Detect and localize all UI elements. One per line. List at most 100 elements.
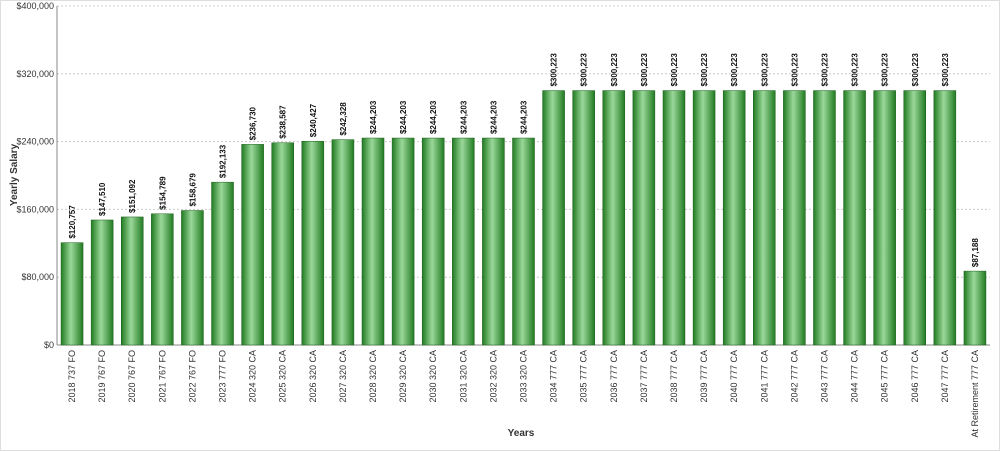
x-tick-label: 2037 777 CA bbox=[639, 350, 649, 403]
x-tick-label: 2022 767 FO bbox=[187, 350, 197, 403]
value-label: $300,223 bbox=[760, 53, 769, 87]
bar bbox=[331, 139, 355, 346]
x-tick-label: 2025 320 CA bbox=[278, 350, 288, 403]
x-tick-label: 2041 777 CA bbox=[759, 350, 769, 403]
x-tick-label: 2031 320 CA bbox=[458, 350, 468, 403]
value-label: $147,510 bbox=[98, 182, 107, 216]
value-label: $151,092 bbox=[128, 179, 137, 213]
y-axis-title: Yearly Salary bbox=[9, 143, 20, 206]
bar bbox=[211, 181, 234, 346]
value-label: $244,203 bbox=[399, 100, 408, 134]
bar bbox=[482, 137, 505, 346]
x-tick-label: 2028 320 CA bbox=[368, 350, 378, 403]
bar bbox=[181, 210, 204, 346]
value-label: $158,679 bbox=[188, 173, 197, 207]
value-label: $120,757 bbox=[68, 205, 77, 239]
bar bbox=[662, 90, 686, 346]
y-tick-label: $160,000 bbox=[16, 204, 54, 214]
bar bbox=[692, 90, 716, 346]
bar bbox=[753, 90, 776, 346]
value-label: $244,203 bbox=[520, 100, 529, 134]
value-label: $300,223 bbox=[911, 53, 920, 87]
value-label: $154,789 bbox=[158, 176, 167, 210]
x-tick-label: 2043 777 CA bbox=[819, 350, 829, 403]
bar bbox=[963, 270, 987, 346]
bar bbox=[512, 137, 535, 346]
x-tick-label: 2046 777 CA bbox=[910, 350, 920, 403]
x-tick-label: 2045 777 CA bbox=[880, 350, 890, 403]
bar bbox=[301, 140, 325, 346]
bar bbox=[361, 137, 385, 346]
x-tick-label: 2036 777 CA bbox=[609, 350, 619, 403]
x-tick-label: 2026 320 CA bbox=[308, 350, 318, 403]
bar bbox=[843, 90, 866, 346]
value-label: $236,730 bbox=[249, 106, 258, 140]
y-tick-label: $0 bbox=[44, 340, 54, 350]
x-tick-label: 2038 777 CA bbox=[669, 350, 679, 403]
x-tick-label: 2032 320 CA bbox=[488, 350, 498, 403]
value-label: $300,223 bbox=[790, 53, 799, 87]
bar bbox=[572, 90, 595, 346]
value-label: $244,203 bbox=[429, 100, 438, 134]
value-label: $300,223 bbox=[550, 53, 559, 87]
x-axis-title: Years bbox=[508, 428, 535, 439]
x-tick-label: 2047 777 CA bbox=[940, 350, 950, 403]
x-tick-label: 2035 777 CA bbox=[579, 350, 589, 403]
y-tick-label: $320,000 bbox=[16, 69, 54, 79]
bar bbox=[60, 242, 84, 346]
bar bbox=[90, 219, 114, 346]
bar bbox=[421, 137, 445, 346]
x-tick-label: 2024 320 CA bbox=[248, 350, 258, 403]
bar bbox=[903, 90, 927, 346]
value-label: $300,223 bbox=[640, 53, 649, 87]
x-tick-label: 2018 737 FO bbox=[67, 350, 77, 403]
value-label: $244,203 bbox=[459, 100, 468, 134]
x-tick-label: 2020 767 FO bbox=[127, 350, 137, 403]
value-label: $300,223 bbox=[700, 53, 709, 87]
x-tick-label: 2034 777 CA bbox=[549, 350, 559, 403]
x-tick-label: 2027 320 CA bbox=[338, 350, 348, 403]
value-label: $300,223 bbox=[820, 53, 829, 87]
bar bbox=[151, 213, 174, 346]
value-label: $300,223 bbox=[670, 53, 679, 87]
value-label: $300,223 bbox=[610, 53, 619, 87]
value-label: $87,188 bbox=[971, 238, 980, 267]
y-tick-label: $240,000 bbox=[16, 137, 54, 147]
x-tick-label: 2039 777 CA bbox=[699, 350, 709, 403]
x-tick-label: 2044 777 CA bbox=[850, 350, 860, 403]
y-tick-label: $80,000 bbox=[21, 272, 54, 282]
value-label: $300,223 bbox=[851, 53, 860, 87]
value-label: $300,223 bbox=[730, 53, 739, 87]
bar bbox=[271, 142, 294, 346]
x-tick-label: 2030 320 CA bbox=[428, 350, 438, 403]
value-label: $300,223 bbox=[941, 53, 950, 87]
bar bbox=[813, 90, 836, 346]
value-label: $244,203 bbox=[489, 100, 498, 134]
bar bbox=[452, 137, 475, 346]
bar bbox=[632, 90, 656, 346]
y-tick-label: $400,000 bbox=[16, 1, 54, 11]
bar bbox=[391, 137, 415, 346]
x-tick-label: 2019 767 FO bbox=[97, 350, 107, 403]
x-tick-label: 2029 320 CA bbox=[398, 350, 408, 403]
value-label: $300,223 bbox=[881, 53, 890, 87]
x-tick-label: 2040 777 CA bbox=[729, 350, 739, 403]
value-label: $192,133 bbox=[219, 144, 228, 178]
value-label: $300,223 bbox=[580, 53, 589, 87]
value-label: $240,427 bbox=[309, 103, 318, 137]
value-label: $244,203 bbox=[369, 100, 378, 134]
value-label: $242,328 bbox=[339, 102, 348, 136]
x-tick-label: 2042 777 CA bbox=[789, 350, 799, 403]
bar bbox=[120, 216, 144, 346]
bar bbox=[542, 90, 565, 346]
x-tick-label: At Retirement 777 CA bbox=[970, 350, 980, 438]
bar bbox=[783, 90, 806, 346]
bar bbox=[722, 90, 746, 346]
bar bbox=[933, 90, 957, 346]
bar bbox=[602, 90, 626, 346]
bar bbox=[241, 144, 264, 346]
bar bbox=[873, 90, 896, 346]
value-label: $238,587 bbox=[279, 105, 288, 139]
x-tick-label: 2021 767 FO bbox=[157, 350, 167, 403]
